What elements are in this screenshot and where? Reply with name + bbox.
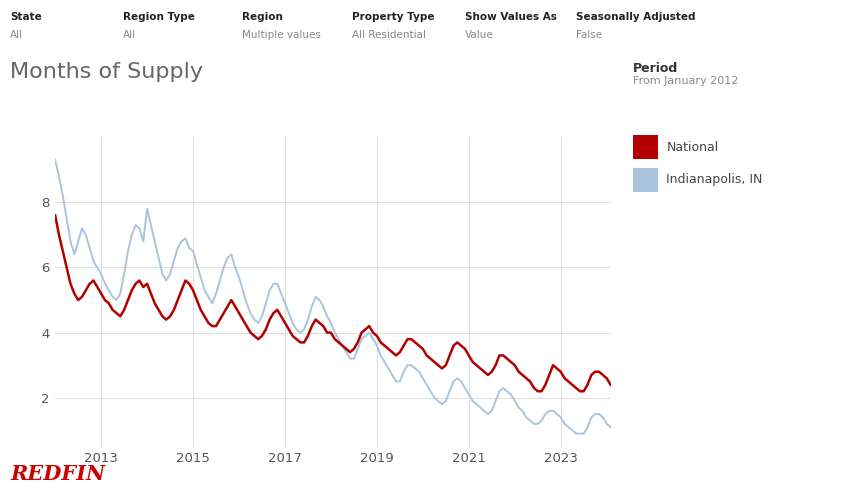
Text: Value: Value [465, 30, 494, 40]
Text: All Residential: All Residential [352, 30, 426, 40]
Text: All: All [10, 30, 23, 40]
Text: Seasonally Adjusted: Seasonally Adjusted [576, 12, 695, 22]
Text: From January 2012: From January 2012 [633, 76, 738, 86]
Text: National: National [666, 141, 719, 154]
Text: State: State [10, 12, 42, 22]
Text: Multiple values: Multiple values [242, 30, 321, 40]
Text: False: False [576, 30, 602, 40]
Text: Months of Supply: Months of Supply [10, 62, 203, 82]
Text: Region: Region [242, 12, 283, 22]
Text: Show Values As: Show Values As [465, 12, 557, 22]
Text: Region Type: Region Type [123, 12, 195, 22]
Text: All: All [123, 30, 136, 40]
Text: Indianapolis, IN: Indianapolis, IN [666, 173, 763, 186]
Text: Property Type: Property Type [352, 12, 435, 22]
Text: REDFIN: REDFIN [10, 464, 105, 484]
Text: Period: Period [633, 62, 678, 75]
